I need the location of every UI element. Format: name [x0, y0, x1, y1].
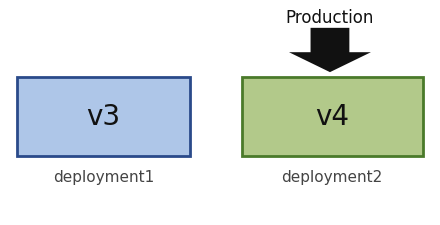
- Text: deployment2: deployment2: [282, 169, 383, 184]
- FancyBboxPatch shape: [17, 77, 190, 157]
- FancyBboxPatch shape: [242, 77, 423, 157]
- Polygon shape: [289, 29, 371, 73]
- Text: v4: v4: [315, 103, 349, 131]
- Text: Production: Production: [286, 9, 374, 27]
- Text: v3: v3: [87, 103, 121, 131]
- Text: deployment1: deployment1: [53, 169, 154, 184]
